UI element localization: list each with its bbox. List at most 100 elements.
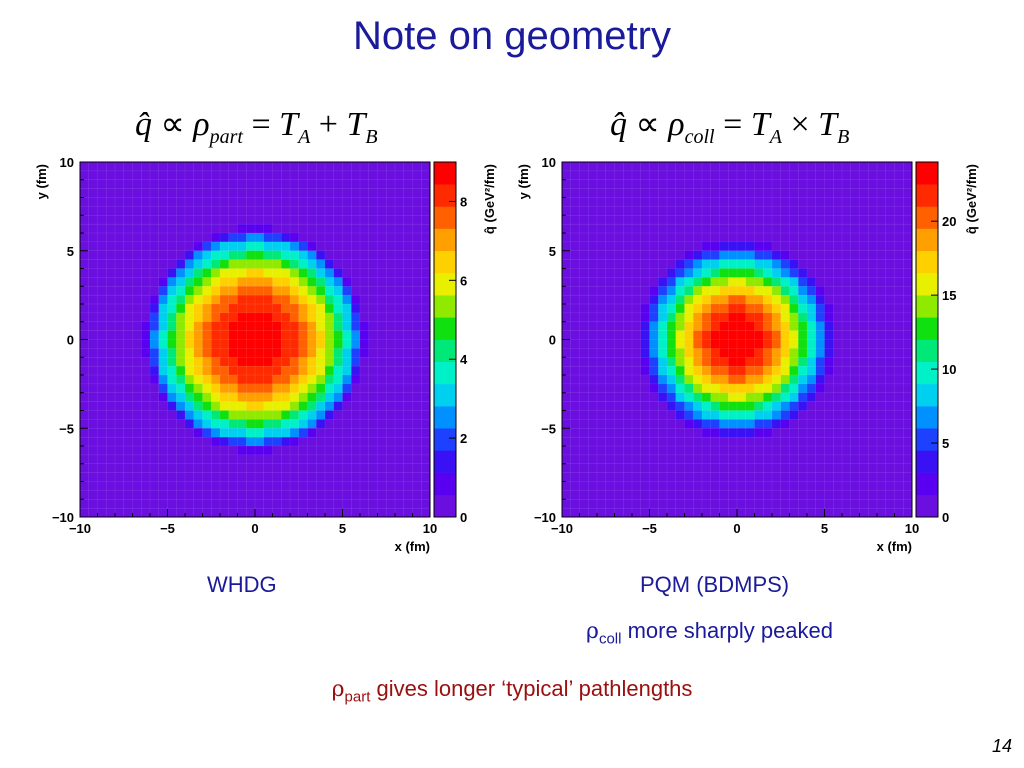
heatmap-cell bbox=[158, 223, 169, 234]
heatmap-cell bbox=[237, 188, 247, 199]
heatmap-cell bbox=[596, 206, 607, 216]
heatmap-cell bbox=[123, 481, 134, 491]
heatmap-cell bbox=[333, 170, 344, 181]
heatmap-cell bbox=[79, 445, 90, 456]
heatmap-cell bbox=[684, 197, 694, 207]
heatmap-cell bbox=[719, 303, 729, 314]
heatmap-cell bbox=[298, 259, 309, 270]
heatmap-cell bbox=[841, 206, 852, 216]
heatmap-cell bbox=[123, 206, 134, 216]
heatmap-cell bbox=[815, 481, 826, 491]
heatmap-cell bbox=[351, 250, 361, 261]
heatmap-cell bbox=[254, 241, 265, 252]
heatmap-cell bbox=[421, 161, 431, 172]
heatmap-cell bbox=[789, 383, 799, 394]
heatmap-cell bbox=[394, 170, 405, 181]
heatmap-cell bbox=[307, 197, 317, 207]
heatmap-cell bbox=[684, 215, 694, 225]
heatmap-cell bbox=[79, 188, 90, 199]
heatmap-cell bbox=[324, 312, 335, 323]
heatmap-cell bbox=[859, 428, 869, 438]
heatmap-cell bbox=[412, 241, 422, 252]
heatmap-cell bbox=[141, 179, 151, 190]
heatmap-cell bbox=[675, 499, 686, 509]
heatmap-cell bbox=[728, 445, 738, 456]
heatmap-cell bbox=[798, 383, 808, 394]
heatmap-cell bbox=[631, 499, 642, 509]
heatmap-cell bbox=[605, 348, 616, 358]
colorbar-tick-label: 5 bbox=[942, 436, 949, 451]
heatmap-cell bbox=[421, 463, 431, 474]
heatmap-cell bbox=[141, 321, 151, 332]
heatmap-cell bbox=[798, 499, 808, 509]
heatmap-cell bbox=[176, 445, 186, 456]
heatmap-cell bbox=[903, 286, 913, 296]
heatmap-cell bbox=[307, 472, 317, 483]
heatmap-cell bbox=[745, 392, 756, 403]
heatmap-cell bbox=[841, 374, 852, 385]
heatmap-cell bbox=[570, 321, 581, 332]
heatmap-cell bbox=[333, 507, 344, 518]
heatmap-cell bbox=[219, 490, 230, 500]
heatmap-cell bbox=[736, 250, 747, 261]
heatmap-cell bbox=[771, 161, 782, 172]
heatmap-cell bbox=[789, 392, 799, 403]
heatmap-cell bbox=[605, 286, 616, 296]
heatmap-cell bbox=[193, 330, 204, 341]
heatmap-cell bbox=[666, 268, 677, 278]
heatmap-cell bbox=[202, 179, 212, 190]
colorbar-band bbox=[434, 317, 456, 340]
heatmap-cell bbox=[167, 463, 177, 474]
heatmap-cell bbox=[850, 348, 861, 358]
heatmap-cell bbox=[403, 268, 414, 278]
heatmap-cell bbox=[421, 357, 431, 367]
heatmap-cell bbox=[176, 215, 186, 225]
heatmap-cell bbox=[368, 436, 379, 447]
heatmap-cell bbox=[824, 241, 834, 252]
slide-title: Note on geometry bbox=[353, 14, 671, 58]
heatmap-cell bbox=[316, 170, 326, 181]
heatmap-cell bbox=[798, 507, 808, 518]
heatmap-cell bbox=[859, 374, 869, 385]
heatmap-cell bbox=[631, 383, 642, 394]
heatmap-cell bbox=[333, 268, 344, 278]
heatmap-cell bbox=[351, 223, 361, 234]
heatmap-cell bbox=[97, 365, 107, 376]
heatmap-cell bbox=[771, 445, 782, 456]
heatmap-cell bbox=[316, 419, 326, 429]
heatmap-cell bbox=[141, 383, 151, 394]
heatmap-cell bbox=[596, 170, 607, 181]
heatmap-cell bbox=[640, 401, 651, 412]
heatmap-cell bbox=[141, 365, 151, 376]
heatmap-cell bbox=[903, 454, 913, 465]
heatmap-cell bbox=[885, 321, 896, 332]
heatmap-cell bbox=[658, 392, 668, 403]
heatmap-cell bbox=[903, 277, 913, 287]
heatmap-cell bbox=[894, 223, 904, 234]
heatmap-cell bbox=[79, 374, 90, 385]
heatmap-cell bbox=[885, 490, 896, 500]
heatmap-cell bbox=[754, 294, 764, 305]
heatmap-cell bbox=[745, 197, 756, 207]
heatmap-cell bbox=[202, 348, 212, 358]
heatmap-cell bbox=[815, 383, 826, 394]
heatmap-cell bbox=[666, 286, 677, 296]
heatmap-cell bbox=[666, 232, 677, 243]
heatmap-cell bbox=[596, 365, 607, 376]
heatmap-cell bbox=[324, 507, 335, 518]
heatmap-cell bbox=[745, 436, 756, 447]
heatmap-cell bbox=[289, 410, 300, 420]
heatmap-cell bbox=[149, 294, 160, 305]
heatmap-cell bbox=[324, 241, 335, 252]
heatmap-cell bbox=[728, 312, 738, 323]
heatmap-cell bbox=[193, 241, 204, 252]
heatmap-cell bbox=[885, 499, 896, 509]
heatmap-cell bbox=[868, 303, 878, 314]
heatmap-cell bbox=[386, 241, 396, 252]
heatmap-cell bbox=[219, 357, 230, 367]
heatmap-cell bbox=[728, 410, 738, 420]
heatmap-cell bbox=[246, 250, 256, 261]
heatmap-cell bbox=[806, 481, 817, 491]
heatmap-cell bbox=[745, 294, 756, 305]
heatmap-cell bbox=[798, 312, 808, 323]
